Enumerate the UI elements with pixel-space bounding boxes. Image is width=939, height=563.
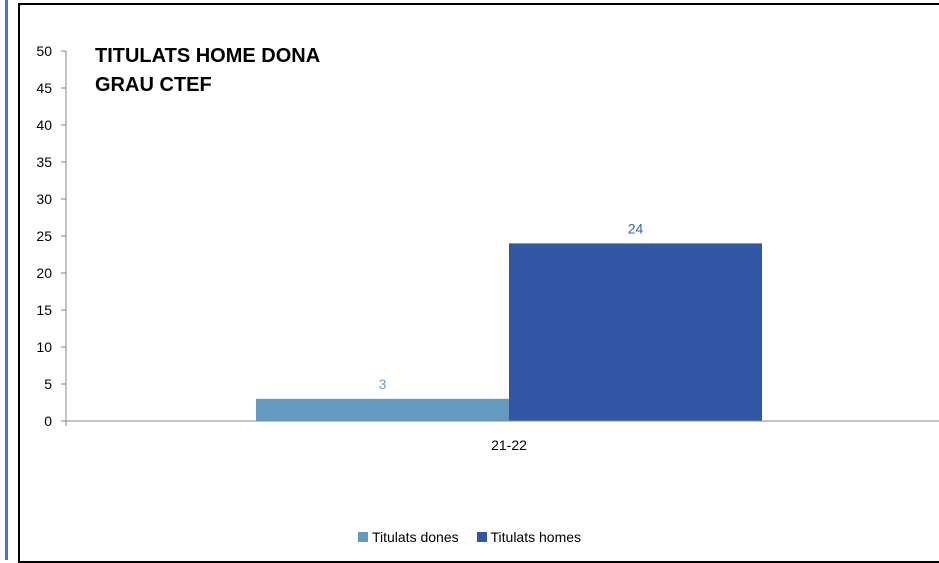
chart-title-line-1: TITULATS HOME DONA	[95, 45, 321, 67]
legend-swatch-dones	[357, 532, 368, 542]
y-tick-label: 5	[44, 376, 52, 392]
page-left-rule	[5, 0, 8, 560]
y-tick-label: 30	[36, 191, 52, 207]
chart-title-line-2: GRAU CTEF	[95, 74, 212, 96]
y-tick-label: 45	[36, 80, 52, 96]
y-tick-label: 0	[44, 413, 52, 429]
y-tick-label: 40	[36, 117, 52, 133]
data-label: 3	[379, 376, 387, 392]
chart-title: TITULATS HOME DONA GRAU CTEF	[95, 42, 320, 100]
y-tick-label: 50	[36, 43, 52, 59]
legend-label-homes: Titulats homes	[490, 529, 582, 545]
chart-legend: Titulats dones Titulats homes	[0, 529, 939, 545]
y-tick-label: 10	[36, 339, 52, 355]
bar-titulats-dones	[256, 398, 509, 421]
y-tick-label: 35	[36, 154, 52, 170]
bar-titulats-homes	[509, 243, 762, 421]
chart-frame	[18, 3, 939, 563]
legend-item-homes: Titulats homes	[476, 529, 582, 545]
y-tick-label: 15	[36, 302, 52, 318]
legend-swatch-homes	[476, 532, 487, 542]
data-label: 24	[628, 220, 644, 236]
legend-item-dones: Titulats dones	[357, 529, 459, 545]
y-tick-label: 20	[36, 265, 52, 281]
legend-label-dones: Titulats dones	[371, 529, 459, 545]
y-tick-label: 25	[36, 228, 52, 244]
x-category-label: 21-22	[491, 437, 527, 453]
